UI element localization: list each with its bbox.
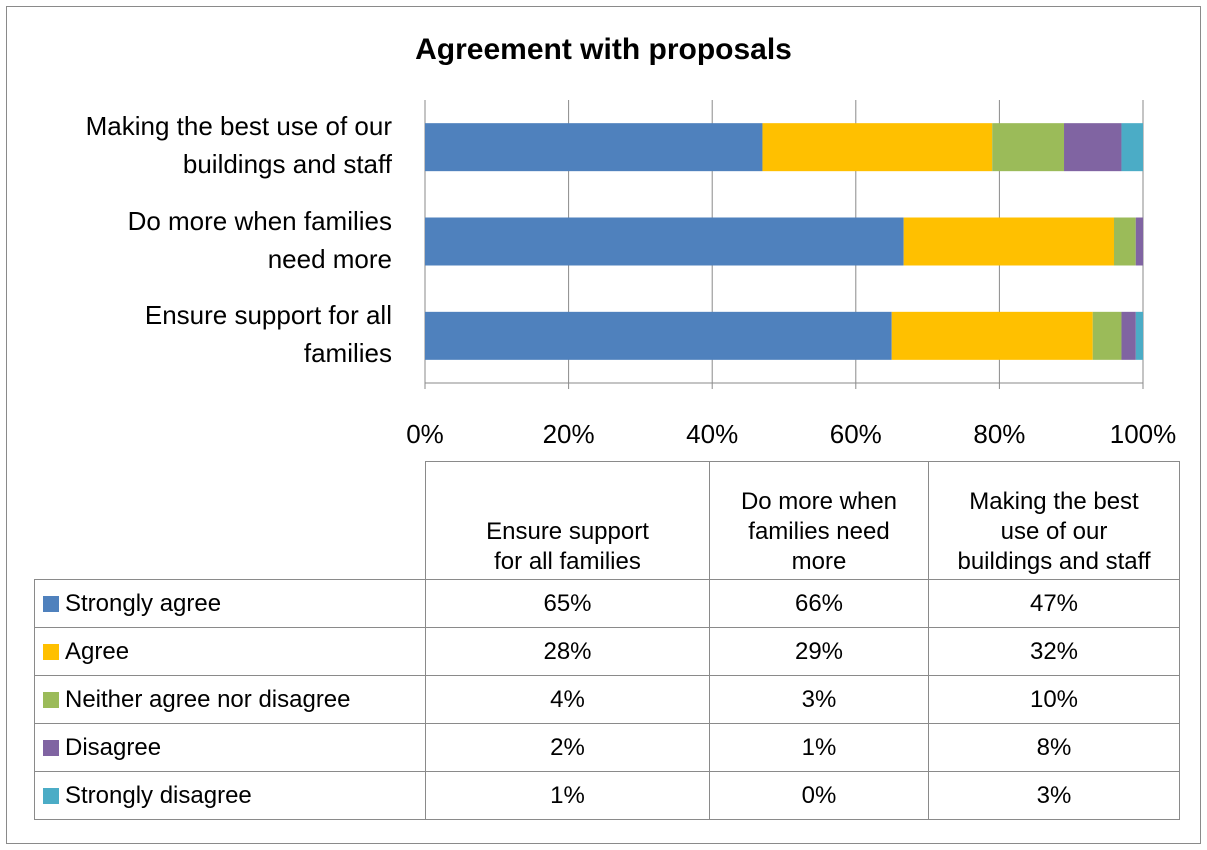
legend-label: Disagree — [65, 733, 162, 761]
category-label-line: families — [303, 337, 392, 368]
bar-segment — [891, 311, 1093, 360]
table-cell-value: 3% — [709, 675, 929, 724]
x-tick-label: 100% — [1110, 419, 1177, 449]
legend-entry: Strongly agree — [34, 579, 426, 628]
table-column-header: Making the best use of our buildings and s… — [928, 461, 1180, 580]
table-row: Neither agree nor disagree 4% 3% 10% — [34, 675, 1180, 724]
bar-segment — [425, 123, 763, 172]
x-tick-label: 60% — [830, 419, 882, 449]
category-label: Do more when families need more — [0, 202, 392, 278]
bar-segment — [1064, 123, 1122, 172]
legend-entry: Neither agree nor disagree — [34, 675, 426, 724]
table-header-row: Ensure support for all families Do more wh… — [34, 461, 1180, 580]
table-cell-value: 32% — [928, 627, 1180, 676]
table-cell-value: 4% — [425, 675, 710, 724]
bar-segment — [903, 217, 1114, 266]
category-label: Making the best use of our buildings and … — [0, 107, 392, 183]
x-tick-label: 40% — [686, 419, 738, 449]
legend-entry: Disagree — [34, 723, 426, 772]
table-cell-value: 10% — [928, 675, 1180, 724]
bar-segment — [1121, 123, 1143, 172]
legend-swatch — [43, 643, 59, 660]
table-column-header-line: Do more when — [740, 488, 898, 515]
data-table: Ensure support for all families Do more wh… — [34, 461, 1180, 820]
bar-segment — [1121, 311, 1136, 360]
table-cell-value: 1% — [425, 771, 710, 820]
bar-segment — [1113, 217, 1136, 266]
legend-label: Neither agree nor disagree — [65, 685, 351, 713]
table-row: Disagree 2% 1% 8% — [34, 723, 1180, 772]
table-cell-value: 29% — [709, 627, 929, 676]
table-column-header-line: more — [791, 548, 847, 575]
table-column-header-line: families need — [748, 518, 890, 545]
table-row: Strongly disagree 1% 0% 3% — [34, 771, 1180, 820]
legend-entry: Agree — [34, 627, 426, 676]
category-label: Ensure support for all families — [0, 296, 392, 372]
legend-label: Agree — [65, 637, 130, 665]
table-cell-value: 2% — [425, 723, 710, 772]
legend-label: Strongly agree — [65, 589, 222, 617]
category-label-line: buildings and staff — [182, 149, 392, 180]
table-cell-value: 65% — [425, 579, 710, 628]
table-column-header-line: use of our — [1000, 518, 1108, 545]
table-cell-value: 3% — [928, 771, 1180, 820]
x-tick-label: 20% — [543, 419, 595, 449]
bar-segment — [1092, 311, 1122, 360]
category-label-line: Making the best use of our — [85, 111, 392, 142]
table-column-header-line: Making the best — [969, 488, 1139, 515]
legend-swatch — [43, 739, 59, 756]
table-cell-value: 1% — [709, 723, 929, 772]
table-column-header-line: for all families — [494, 548, 641, 575]
category-label-line: Do more when families — [127, 205, 392, 236]
table-column-header: Ensure support for all families — [425, 461, 710, 580]
table-column-header: Do more when families need more — [709, 461, 929, 580]
bar-segment — [425, 217, 904, 266]
table-corner — [34, 461, 426, 580]
table-column-header-line: buildings and staff — [957, 548, 1151, 575]
legend-label: Strongly disagree — [65, 781, 252, 809]
table-row: Agree 28% 29% 32% — [34, 627, 1180, 676]
chart-title: Agreement with proposals — [415, 33, 792, 66]
legend-swatch — [43, 691, 59, 708]
legend-swatch — [43, 787, 59, 804]
table-body: Strongly agree 65% 66% 47% Agree 28% 29% 32% Nei… — [34, 579, 1180, 820]
table-cell-value: 66% — [709, 579, 929, 628]
legend-swatch — [43, 595, 59, 612]
table-column-header-line: Ensure support — [486, 518, 649, 545]
bar-segment — [762, 123, 993, 172]
table-row: Strongly agree 65% 66% 47% — [34, 579, 1180, 628]
bar-segment — [1135, 311, 1143, 360]
table-cell-value: 8% — [928, 723, 1180, 772]
x-tick-label: 0% — [406, 419, 444, 449]
bar-segment — [1135, 217, 1143, 266]
category-label-line: Ensure support for all — [144, 299, 392, 330]
legend-entry: Strongly disagree — [34, 771, 426, 820]
table-cell-value: 28% — [425, 627, 710, 676]
table-cell-value: 47% — [928, 579, 1180, 628]
category-label-line: need more — [267, 243, 392, 274]
bar-segment — [992, 123, 1065, 172]
table-cell-value: 0% — [709, 771, 929, 820]
bar-segment — [425, 311, 892, 360]
x-tick-label: 80% — [973, 419, 1025, 449]
